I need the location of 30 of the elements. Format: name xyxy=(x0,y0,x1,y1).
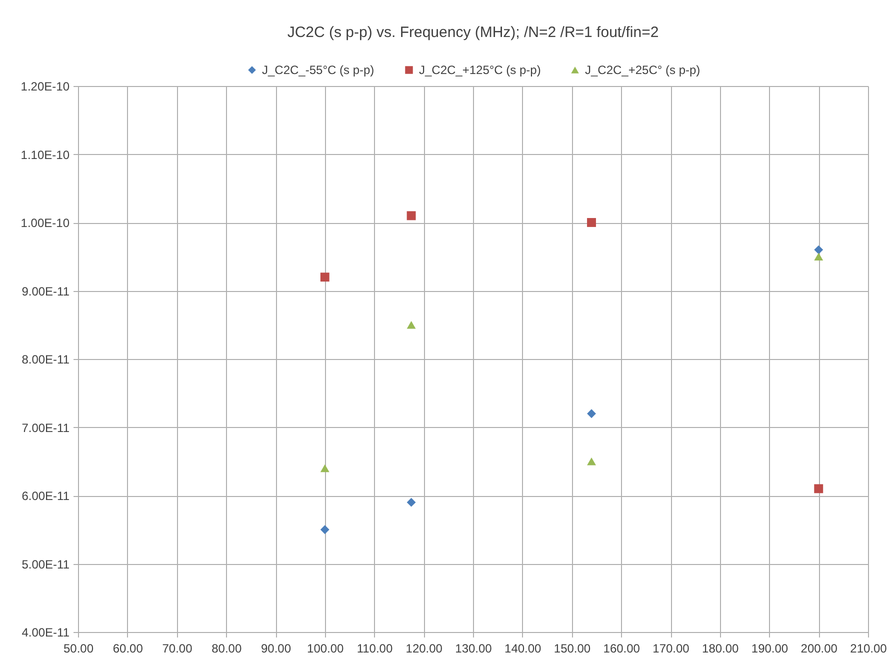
x-tick-label: 140.00 xyxy=(504,642,542,656)
y-tick-label: 9.00E-11 xyxy=(22,284,70,298)
chart-title: JC2C (s p-p) vs. Frequency (MHz); /N=2 /R=1 fout/fin=2 xyxy=(287,24,659,41)
x-tick-label: 200.00 xyxy=(800,642,838,656)
y-tick-label: 1.10E-10 xyxy=(20,148,70,162)
y-tick-label: 5.00E-11 xyxy=(22,557,70,572)
y-tick-label: 1.00E-10 xyxy=(20,216,70,230)
y-tick-label: 7.00E-11 xyxy=(22,420,70,435)
legend-label: J_C2C_-55°C (s p-p) xyxy=(262,63,374,77)
y-tick-label: 4.00E-11 xyxy=(22,626,70,640)
x-tick-label: 60.00 xyxy=(112,642,144,656)
x-tick-label: 100.00 xyxy=(307,642,344,656)
x-tick-label: 120.00 xyxy=(406,642,443,656)
x-tick-label: 90.00 xyxy=(260,642,292,656)
x-tick-label: 170.00 xyxy=(652,642,690,656)
x-tick-label: 150.00 xyxy=(554,642,591,656)
y-tick-label: 6.00E-11 xyxy=(22,489,70,503)
legend-label: J_C2C_+25C° (s p-p) xyxy=(585,63,700,77)
x-tick-label: 50.00 xyxy=(63,642,94,656)
x-tick-label: 110.00 xyxy=(356,642,393,656)
x-tick-label: 70.00 xyxy=(162,642,193,656)
x-tick-label: 210.00 xyxy=(850,642,888,656)
x-tick-label: 80.00 xyxy=(212,642,242,656)
x-tick-label: 130.00 xyxy=(455,642,492,656)
y-tick-label: 1.20E-10 xyxy=(20,80,70,94)
legend-label: J_C2C_+125°C (s p-p) xyxy=(419,63,541,77)
x-tick-label: 190.00 xyxy=(751,642,788,656)
x-tick-label: 160.00 xyxy=(603,642,640,656)
x-tick-label: 180.00 xyxy=(702,642,740,656)
y-tick-label: 8.00E-11 xyxy=(22,352,70,366)
